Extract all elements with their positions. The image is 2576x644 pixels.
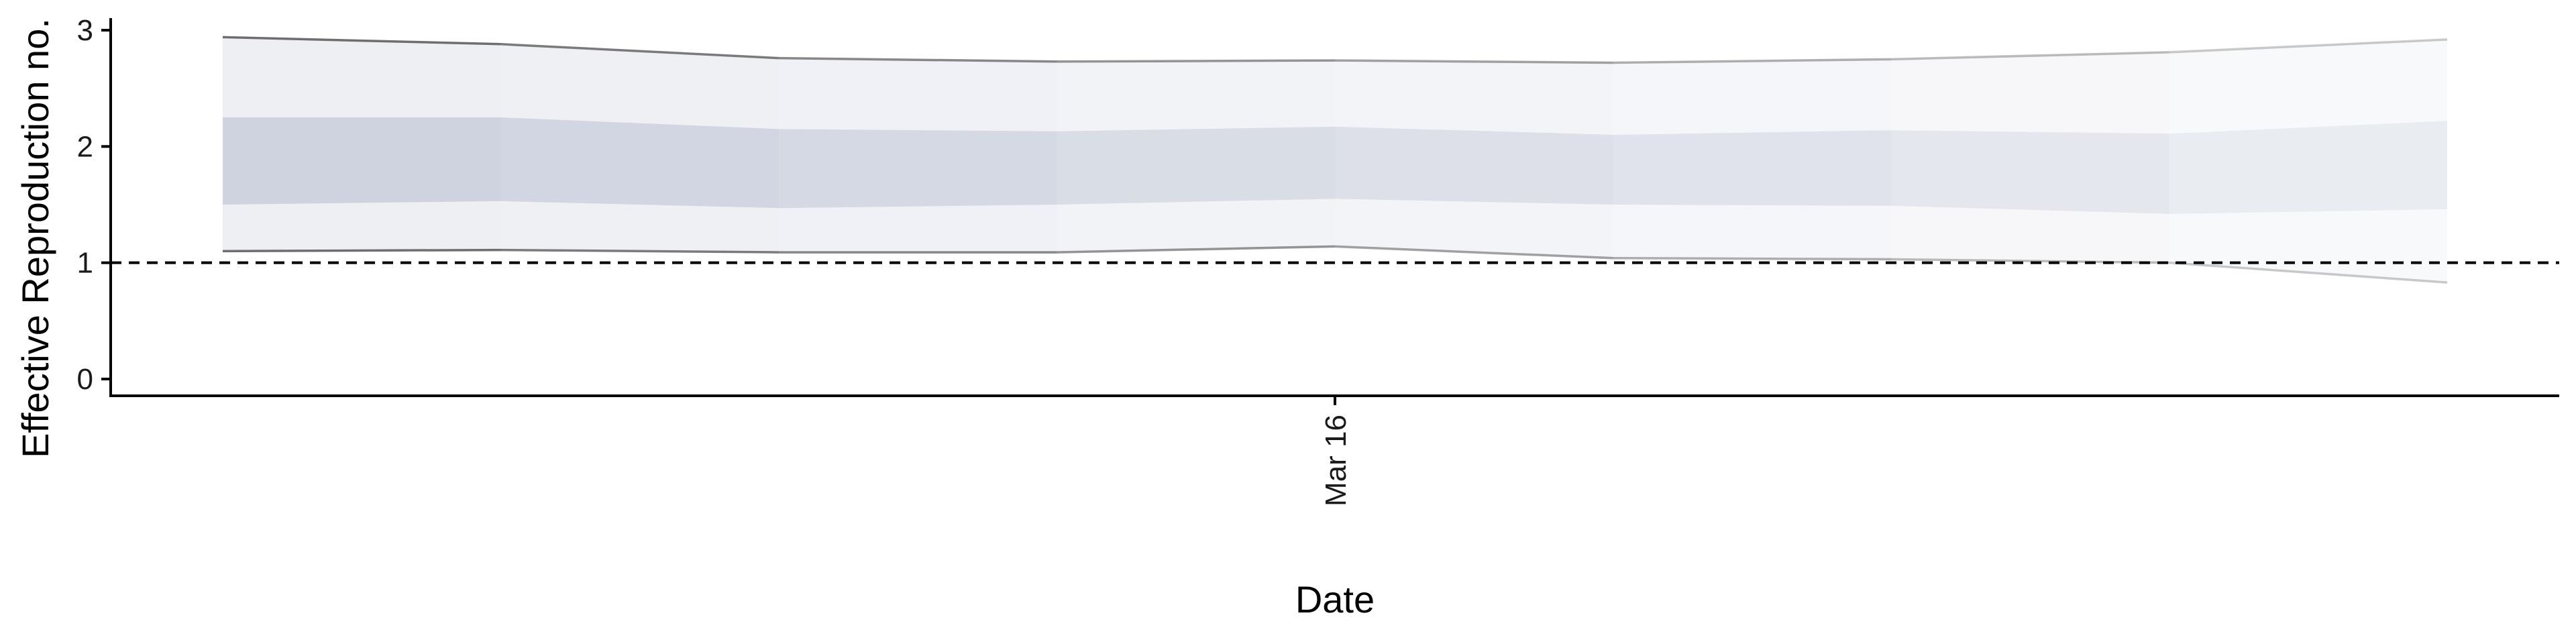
interval-band-segment [2169,39,2447,283]
x-axis: Mar 16 [109,394,2559,506]
interval-50-bands [223,117,2447,214]
upper-bound-segment [1334,59,1613,64]
interval-band-segment [1335,126,1613,205]
lower-bound-segment [500,248,780,254]
upper-bound-segment [1890,51,2169,61]
interval-bound-lines [222,36,2448,284]
interval-band-segment [1057,126,1335,205]
interval-band-segment [1891,130,2169,214]
lower-bound-segment [1057,245,1336,254]
interval-band-segment [1613,130,1891,206]
y-tick-label: 2 [77,130,93,163]
x-axis-title: Date [1295,578,1375,621]
interval-band-segment [1891,52,2169,263]
y-axis-title: Effective Reproduction no. [14,18,56,458]
upper-bound-segment [2169,38,2448,54]
interval-band-segment [2169,121,2447,214]
lower-bound-segment [2169,261,2448,284]
lower-bound-segment [1334,245,1613,260]
upper-bound-segment [778,56,1057,63]
upper-bound-segment [1613,58,1892,64]
x-tick-label: Mar 16 [1320,415,1352,506]
lower-bound-segment [222,248,501,253]
interval-band-segment [1613,59,1891,260]
y-tick-label: 0 [77,363,93,396]
lower-bound-segment [1613,256,1892,261]
interval-band-segment [500,117,779,209]
y-tick-label: 1 [77,247,93,280]
upper-bound-segment [1057,59,1336,63]
upper-bound-segment [500,43,780,60]
y-axis: 0 1 2 3 [77,14,112,396]
interval-band-segment [779,129,1057,209]
upper-bound-segment [222,36,501,46]
y-tick-label: 3 [77,14,93,47]
interval-band-segment [223,117,501,205]
